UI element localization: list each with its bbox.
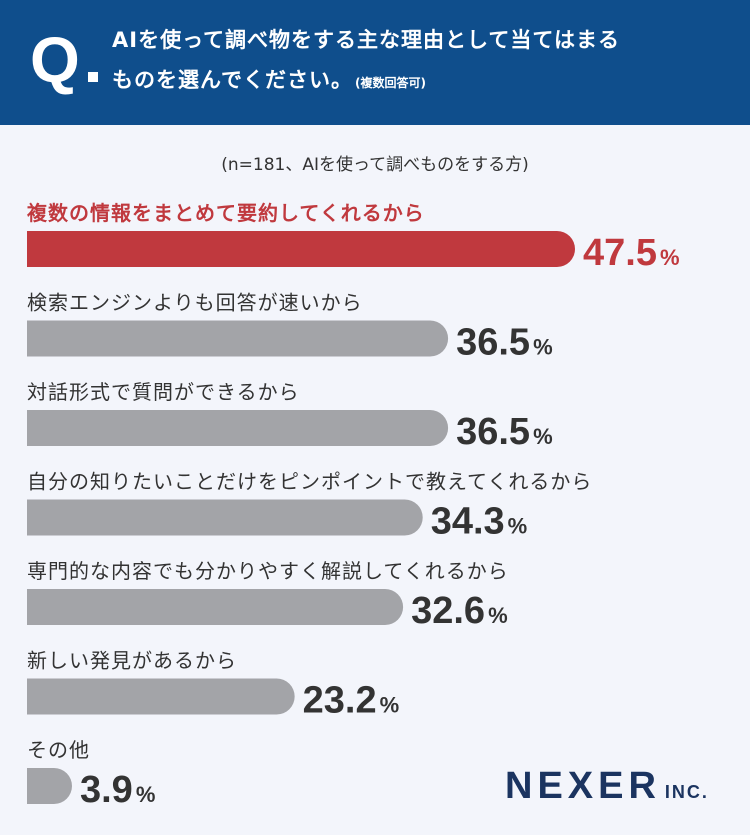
multiple-answer-note: (複数回答可) [354, 76, 426, 90]
value-number: 47.5 [583, 232, 657, 274]
bar [27, 589, 404, 625]
logo-name: NEXER [505, 765, 661, 807]
category-label: 対話形式で質問ができるから [27, 380, 300, 404]
value-unit: % [488, 603, 508, 628]
value-number: 23.2 [303, 680, 377, 722]
question-text-line2: ものを選んでください。 (複数回答可) [112, 64, 426, 94]
question-mark: Q [30, 24, 80, 96]
category-label: その他 [27, 738, 90, 762]
category-label: 自分の知りたいことだけをピンポイントで教えてくれるから [27, 470, 592, 494]
bar [27, 768, 72, 804]
value-label: 36.5% [456, 322, 553, 364]
logo-suffix: INC. [664, 782, 709, 802]
value-label: 36.5% [456, 411, 553, 453]
bar [27, 499, 423, 536]
value-unit: % [533, 335, 553, 360]
value-number: 32.6 [411, 590, 485, 632]
value-unit: % [508, 514, 528, 539]
bar [27, 231, 575, 267]
category-label: 複数の情報をまとめて要約してくれるから [27, 201, 425, 225]
bar [27, 410, 449, 446]
question-text-line1: AIを使って調べ物をする主な理由として当てはまる [112, 28, 620, 52]
value-number: 34.3 [431, 501, 505, 543]
bar [27, 678, 295, 715]
value-unit: % [380, 693, 400, 718]
value-unit: % [660, 245, 680, 270]
value-label: 23.2% [303, 680, 400, 722]
value-number: 36.5 [456, 411, 530, 453]
question-header: Q AIを使って調べ物をする主な理由として当てはまる ものを選んでください。 (複… [0, 0, 750, 125]
bar [27, 320, 449, 357]
question-dot [88, 72, 98, 82]
value-number: 36.5 [456, 322, 530, 364]
value-label: 3.9% [80, 769, 155, 811]
value-number: 3.9 [80, 769, 133, 811]
question-text-line2-main: ものを選んでください。 [112, 68, 353, 92]
sample-note: (n=181、AIを使って調べものをする方) [221, 155, 529, 175]
value-label: 47.5% [583, 232, 680, 274]
value-label: 34.3% [431, 501, 528, 543]
value-unit: % [533, 424, 553, 449]
company-logo: NEXER INC. [505, 765, 709, 808]
category-label: 検索エンジンよりも回答が速いから [27, 291, 363, 315]
value-label: 32.6% [411, 590, 508, 632]
value-unit: % [136, 782, 156, 807]
category-label: 専門的な内容でも分かりやすく解説してくれるから [27, 559, 509, 583]
category-label: 新しい発見があるから [27, 649, 237, 673]
